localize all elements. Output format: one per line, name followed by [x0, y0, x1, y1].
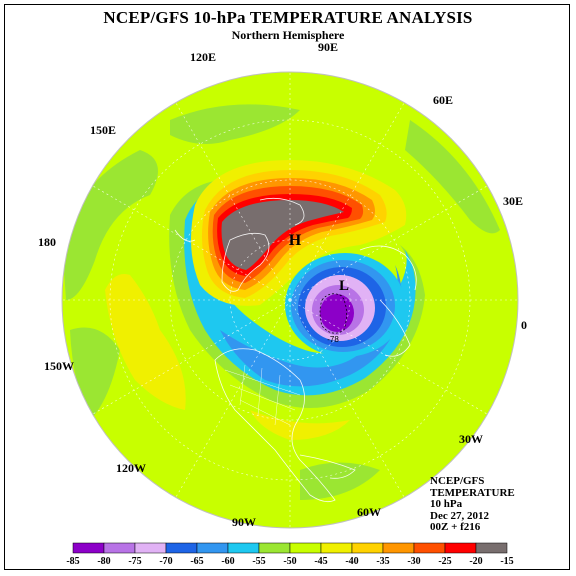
colorbar-tick-label: -30 [407, 556, 420, 567]
lon-label-60w: 60W [357, 505, 381, 519]
temperature-field [62, 72, 518, 528]
low-marker: L [339, 278, 349, 294]
green-band-west [62, 150, 158, 300]
colorbar-swatch [227, 542, 260, 554]
colorbar-swatch [165, 542, 198, 554]
colorbar-tick-label: -65 [190, 556, 203, 567]
figure-frame [4, 4, 570, 570]
colorbar-swatch [134, 542, 167, 554]
info-model: NCEP/GFS [430, 475, 485, 487]
colorbar-swatch [382, 542, 415, 554]
lon-label-150w: 150W [44, 359, 74, 373]
colorbar-swatch [475, 542, 508, 554]
colorbar-tick-label: -40 [345, 556, 358, 567]
map-title: NCEP/GFS 10-hPa TEMPERATURE ANALYSIS [103, 8, 473, 27]
colorbar-tick-label: -45 [314, 556, 327, 567]
info-level: 10 hPa [430, 498, 463, 510]
lon-label-120w: 120W [116, 461, 146, 475]
colorbar-swatch [103, 542, 136, 554]
colorbar-swatch [444, 542, 477, 554]
lon-label-30w: 30W [459, 432, 483, 446]
contour-minus78 [319, 293, 347, 334]
lon-label-120e: 120E [190, 50, 217, 64]
colorbar-swatch [196, 542, 229, 554]
colorbar-swatch [289, 542, 322, 554]
lon-label-150e: 150E [90, 123, 117, 137]
state-lines [224, 364, 301, 426]
colorbar-tick-label: -70 [159, 556, 172, 567]
colorbar-tick-label: -80 [97, 556, 110, 567]
green-band-northeast [405, 120, 500, 234]
info-variable: TEMPERATURE [430, 486, 515, 499]
high-core-gray [221, 200, 344, 270]
blue-collar [220, 265, 402, 387]
colorbar-tick-label: -35 [376, 556, 389, 567]
lon-label-180: 180 [38, 235, 56, 249]
graticule [62, 72, 518, 528]
colorbar: -85 -80 -75 -70 -65 -60 -55 -50 -45 -40 -35 -30 -25 -… [66, 542, 514, 567]
yellow-band-west [105, 274, 186, 410]
info-date: Dec 27, 2012 [430, 509, 489, 522]
colorbar-swatch [320, 542, 353, 554]
green-band-north [170, 104, 300, 144]
info-cycle: 00Z + f216 [430, 521, 481, 533]
green-band-south [300, 462, 380, 500]
colorbar-tick-label: -25 [438, 556, 451, 567]
map-subtitle: Northern Hemisphere [231, 28, 345, 42]
colorbar-tick-label: -55 [252, 556, 265, 567]
low-value-label: -78 [327, 335, 339, 344]
colorbar-swatch [351, 542, 384, 554]
lon-label-90e: 90E [318, 40, 339, 54]
colorbar-tick-label: -85 [66, 556, 79, 567]
colorbar-swatch [258, 542, 291, 554]
lon-label-90w: 90W [232, 515, 256, 529]
high-marker: H [289, 232, 302, 249]
coastlines [174, 197, 417, 503]
info-block: NCEP/GFS TEMPERATURE 10 hPa Dec 27, 2012… [430, 475, 515, 534]
colorbar-swatch [72, 542, 105, 554]
lon-label-30e: 30E [503, 194, 524, 208]
colorbar-tick-label: -60 [221, 556, 234, 567]
colorbar-swatch [413, 542, 446, 554]
map-boundary [61, 71, 519, 529]
yellow-band-south [250, 410, 350, 440]
lon-label-0: 0 [521, 318, 527, 332]
colorbar-tick-label: -75 [128, 556, 141, 567]
colorbar-tick-label: -15 [500, 556, 513, 567]
colorbar-tick-label: -50 [283, 556, 296, 567]
colorbar-tick-label: -20 [469, 556, 482, 567]
lon-label-60e: 60E [433, 93, 454, 107]
